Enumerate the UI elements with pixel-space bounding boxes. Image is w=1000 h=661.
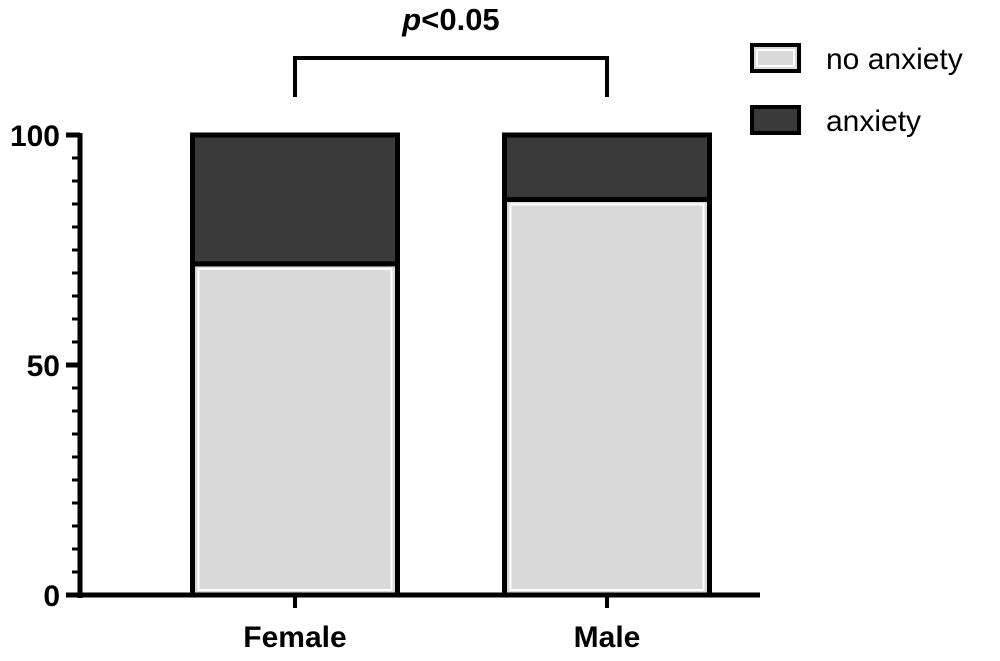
- p-symbol: p: [401, 2, 421, 37]
- significance-bracket: [293, 56, 609, 97]
- legend-label-anxiety: anxiety: [826, 105, 921, 138]
- bars: [190, 132, 712, 598]
- x-tick-label-male: Male: [574, 621, 641, 654]
- legend-label-no-anxiety: no anxiety: [826, 43, 963, 76]
- y-tick-label: 50: [27, 350, 60, 383]
- bar-segment-male-no-anxiety: [502, 196, 712, 598]
- bar-inner-highlight: [509, 203, 705, 591]
- bar-segment-female-no-anxiety: [190, 261, 400, 598]
- y-tick-label: 100: [10, 120, 60, 153]
- legend-swatch-no-anxiety: [750, 43, 801, 73]
- p-threshold: <0.05: [421, 2, 499, 37]
- bar-segment-female-anxiety: [190, 132, 400, 267]
- bar-inner-highlight: [197, 267, 393, 591]
- legend-swatch-highlight: [756, 49, 795, 67]
- x-tick-label-female: Female: [243, 621, 346, 654]
- significance-annotation: p<0.05: [293, 2, 609, 97]
- legend: no anxiety anxiety: [750, 43, 963, 138]
- y-tick-label: 0: [43, 580, 60, 613]
- p-value-label: p<0.05: [401, 2, 499, 37]
- legend-swatch-anxiety: [750, 105, 801, 135]
- bar-segment-male-anxiety: [502, 132, 712, 202]
